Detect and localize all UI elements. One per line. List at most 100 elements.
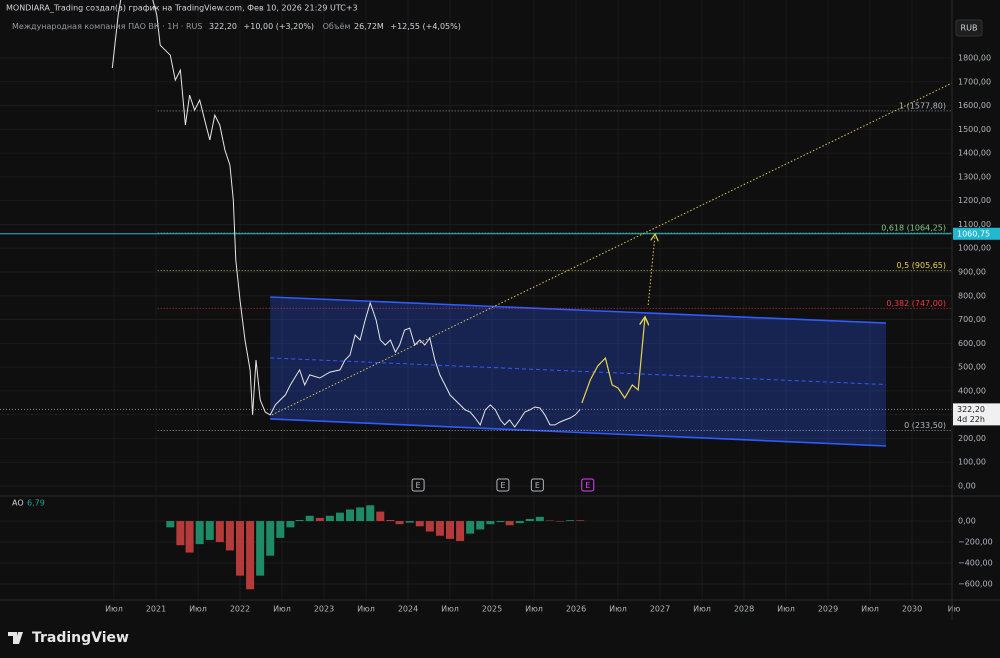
x-tick-label: 2023 [314,605,334,614]
currency[interactable]: RUB [961,24,978,33]
ao-bar [476,521,485,530]
event-label: E [585,481,590,490]
ao-bar [335,512,344,522]
fib-label: 1 (1577,80) [899,101,946,110]
y-tick-label: 400,00 [958,386,986,395]
ao-bar [235,521,244,576]
ao-bar [166,521,175,528]
ao-bar [185,521,194,553]
ao-bar [535,516,544,522]
event-label: E [535,481,540,490]
y-tick-label: 1200,00 [958,196,991,205]
ao-bar [286,521,295,528]
ao-title: AO [12,499,24,508]
x-tick-label: Июл [609,605,627,614]
credit: MONDIARA_Trading создал(а) график на Tra… [6,4,358,13]
ao-bar [225,521,234,551]
ao-bar [456,521,465,541]
ao-bar [376,511,385,522]
ao-bar [405,521,414,523]
y-tick-label: 0,00 [958,481,976,490]
last-price-box [953,403,1000,426]
x-tick-label: 2022 [230,605,250,614]
volume-change: +12,55 (+4,05%) [390,22,461,31]
y-tick-label: 600,00 [958,339,986,348]
ao-bar [205,521,214,540]
currency-box[interactable] [955,19,983,37]
y-tick-label: −400,00 [958,559,993,568]
price-label-box [953,227,1000,240]
ao-bar [386,519,395,522]
ao-bar [215,521,224,543]
ao-bar [325,515,334,522]
x-tick-label: Ию [948,605,961,614]
event-marker [496,478,510,492]
x-tick-label: Июл [693,605,711,614]
y-tick-label: 200,00 [958,434,986,443]
y-tick-label: 500,00 [958,363,986,372]
x-tick-label: Июл [777,605,795,614]
ao-bar [446,521,455,539]
event-label: E [500,481,505,490]
ao-bar [176,521,185,546]
x-tick-label: Июл [441,605,459,614]
ao-bar [305,515,314,522]
ao-bar [425,521,434,532]
x-tick-label: Июл [273,605,291,614]
ao-bar [276,521,285,538]
y-tick-label: 1800,00 [958,54,991,63]
fib-label: 0,618 (1064,25) [881,223,946,232]
ao-bar [525,518,534,522]
x-tick-label: Июл [357,605,375,614]
legend-price: 322,20 [209,22,237,31]
y-tick-label: 0,00 [958,517,976,526]
trend-line [271,82,952,416]
brand: TradingView [32,630,129,646]
ao-bar [195,521,204,545]
y-tick-label: 1000,00 [958,244,991,253]
projection-arrow [647,235,655,306]
event-marker [581,478,595,492]
ao-bar [346,509,355,522]
ao-bar [486,521,495,525]
ao-bar [315,517,324,522]
volume: 26,72M [354,22,384,31]
x-tick-label: 2028 [734,605,754,614]
x-tick-label: 2026 [566,605,586,614]
x-tick-label: 2029 [818,605,838,614]
y-tick-label: 700,00 [958,315,986,324]
fib-label: 0 (233,50) [904,421,946,430]
ao-bar [466,521,475,534]
event-marker [530,478,544,492]
ao-last: 6,79 [27,499,45,508]
y-tick-label: −600,00 [958,580,993,589]
projection [581,318,645,404]
y-tick-label: 1400,00 [958,149,991,158]
ao-bar [496,521,505,523]
ao-bar [356,507,365,522]
x-tick-label: 2025 [482,605,502,614]
y-tick-label: 1300,00 [958,172,991,181]
y-tick-label: 100,00 [958,458,986,467]
y-tick-label: 1100,00 [958,220,991,229]
ao-bar [505,521,514,526]
ao-bar [256,521,265,576]
x-tick-label: Июл [105,605,123,614]
channel-lower [270,418,887,447]
ao-bar [395,521,404,525]
y-tick-label: 1500,00 [958,125,991,134]
ao-bar [366,505,375,522]
ao-bar [545,520,554,522]
legend-change: +10,00 (+3,20%) [244,22,315,31]
legend-row: Международная компания ПАО ВК · 1H · RUS… [12,22,461,31]
fib-label: 0,5 (905,65) [897,261,947,270]
ao-bar [556,521,565,522]
symbol-name: Международная компания ПАО ВК · 1H · RUS [12,22,202,31]
x-tick-label: Июл [189,605,207,614]
y-tick-label: −200,00 [958,538,993,547]
ao-bar [515,521,524,524]
x-tick-label: 2024 [398,605,418,614]
ao-bar [576,520,585,522]
price-line [111,0,581,428]
ao-bar [266,521,275,556]
